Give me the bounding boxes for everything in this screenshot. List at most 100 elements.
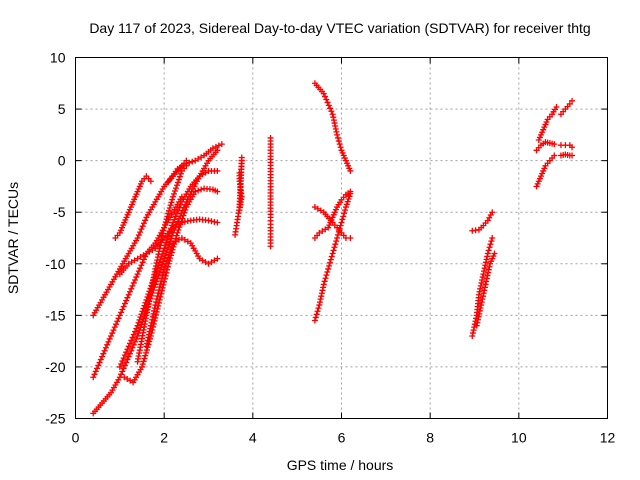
data-point (267, 243, 274, 250)
data-point (336, 141, 343, 148)
data-point (330, 247, 337, 254)
data-point (125, 291, 132, 298)
data-point (172, 213, 179, 220)
data-point (133, 274, 140, 281)
data-point (126, 350, 133, 357)
data-point (129, 344, 136, 351)
data-point (484, 250, 491, 257)
data-point (158, 287, 165, 294)
data-point (120, 355, 127, 362)
data-point (153, 296, 160, 303)
data-point (126, 340, 133, 347)
data-point (214, 219, 221, 226)
data-point (314, 308, 321, 315)
data-point (125, 343, 132, 350)
data-point (569, 144, 576, 151)
data-point (142, 299, 149, 306)
data-point (90, 374, 97, 381)
data-point (137, 229, 144, 236)
data-point (105, 338, 112, 345)
data-point (208, 218, 215, 225)
data-point (181, 209, 188, 216)
data-point (168, 245, 175, 252)
data-point (123, 297, 130, 304)
data-point (489, 209, 496, 216)
data-point (120, 303, 127, 310)
data-point (94, 365, 101, 372)
data-point (138, 262, 145, 269)
data-point (91, 371, 98, 378)
data-point (327, 105, 334, 112)
data-point (320, 281, 327, 288)
data-point (126, 288, 133, 295)
data-point (165, 254, 172, 261)
data-point (333, 238, 340, 245)
data-point (143, 349, 150, 356)
data-point (166, 251, 173, 258)
data-point (101, 347, 108, 354)
data-point (163, 269, 170, 276)
data-point (143, 296, 150, 303)
data-point (312, 314, 319, 321)
data-point (173, 210, 180, 217)
data-point (121, 362, 128, 369)
x-tick-label: 8 (426, 430, 434, 446)
data-point (218, 141, 225, 148)
data-point (347, 235, 354, 241)
data-point (152, 302, 159, 309)
data-point (161, 265, 168, 272)
data-point (162, 272, 169, 279)
data-point (154, 305, 161, 312)
data-point (340, 213, 347, 220)
x-tick-label: 0 (72, 430, 80, 446)
data-point (315, 305, 322, 312)
data-point (124, 356, 131, 363)
data-point (135, 319, 142, 326)
data-point (121, 300, 128, 307)
data-point (179, 215, 186, 222)
series-arc12 (236, 157, 245, 214)
data-point (489, 235, 496, 241)
series-arc23 (535, 104, 560, 144)
data-point (170, 219, 177, 226)
data-point (182, 206, 189, 213)
data-point (161, 224, 168, 231)
data-point (311, 317, 318, 324)
data-point (139, 361, 146, 368)
series-arc10 (165, 141, 225, 185)
series-arc3 (90, 193, 185, 381)
data-point (313, 311, 320, 318)
series-arc21 (533, 152, 558, 190)
data-point (168, 199, 175, 206)
data-point (195, 187, 202, 194)
data-point (163, 260, 170, 267)
data-point (159, 271, 166, 278)
data-point (119, 368, 126, 375)
data-point (172, 188, 179, 195)
data-point (551, 152, 558, 159)
data-point (96, 359, 103, 366)
data-point (102, 344, 109, 351)
data-point (133, 325, 140, 332)
data-point (141, 302, 148, 309)
series-arc9 (143, 235, 221, 350)
data-point (344, 198, 351, 205)
data-point (158, 290, 165, 297)
data-point (104, 341, 111, 348)
data-point (139, 363, 145, 370)
data-point (343, 201, 350, 208)
data-point (110, 327, 117, 334)
data-point (134, 322, 141, 329)
series-arc18 (469, 209, 496, 234)
data-point (214, 147, 221, 154)
data-point (118, 371, 125, 378)
data-point (325, 265, 332, 272)
data-point (335, 138, 342, 145)
data-point (124, 294, 131, 301)
data-point (114, 318, 121, 325)
data-point (341, 210, 348, 217)
data-point (173, 182, 180, 189)
data-point (488, 238, 495, 245)
data-point (491, 250, 498, 257)
